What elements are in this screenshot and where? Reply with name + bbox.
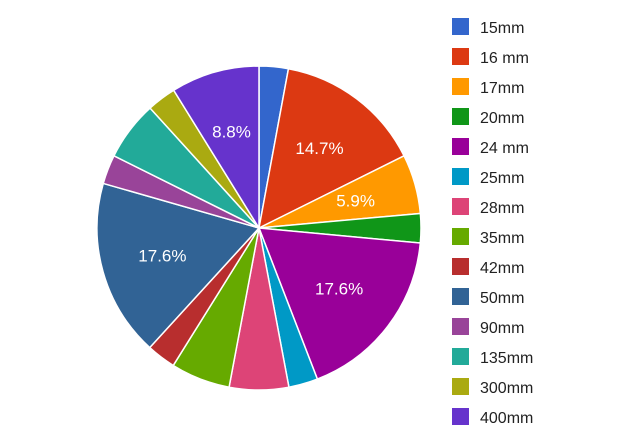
pie-slice-24mm	[257, 227, 422, 381]
legend-swatch	[452, 288, 469, 305]
legend-label: 400mm	[480, 410, 533, 427]
pie-data-label: 17.6%	[315, 280, 363, 299]
legend-item: 17mm	[452, 78, 524, 97]
legend-label: 28mm	[480, 200, 524, 217]
legend-swatch	[452, 168, 469, 185]
legend-label: 17mm	[480, 80, 524, 97]
pie-data-label: 14.7%	[295, 139, 343, 158]
legend-label: 90mm	[480, 320, 524, 337]
pie-data-labels: 14.7% 5.9% 17.6% 17.6% 8.8%	[138, 122, 375, 298]
legend-swatch	[452, 408, 469, 425]
pie-data-label: 8.8%	[212, 122, 251, 141]
legend-label: 20mm	[480, 110, 524, 127]
legend-label: 50mm	[480, 290, 524, 307]
legend-label: 25mm	[480, 170, 524, 187]
legend-swatch	[452, 78, 469, 95]
legend-swatch	[452, 108, 469, 125]
legend: 15mm 16 mm 17mm 20mm 24 mm 25mm 28mm 35mm 42mm 50…	[452, 18, 533, 427]
legend-item: 90mm	[452, 318, 524, 337]
legend-swatch	[452, 48, 469, 65]
legend-item: 400mm	[452, 408, 533, 427]
legend-item: 28mm	[452, 198, 524, 217]
legend-item: 300mm	[452, 378, 533, 397]
legend-item: 20mm	[452, 108, 524, 127]
legend-swatch	[452, 348, 469, 365]
legend-label: 16 mm	[480, 50, 529, 67]
legend-item: 25mm	[452, 168, 524, 187]
legend-label: 15mm	[480, 20, 524, 37]
legend-label: 42mm	[480, 260, 524, 277]
pie-slice-50mm	[96, 182, 261, 349]
legend-item: 24 mm	[452, 138, 529, 157]
legend-item: 15mm	[452, 18, 524, 37]
legend-item: 35mm	[452, 228, 524, 247]
legend-swatch	[452, 258, 469, 275]
pie-data-label: 5.9%	[336, 192, 375, 211]
legend-swatch	[452, 138, 469, 155]
legend-item: 42mm	[452, 258, 524, 277]
legend-swatch	[452, 378, 469, 395]
legend-swatch	[452, 318, 469, 335]
legend-item: 50mm	[452, 288, 524, 307]
pie-slice-16mm	[257, 67, 406, 230]
legend-label: 35mm	[480, 230, 524, 247]
legend-swatch	[452, 198, 469, 215]
legend-item: 135mm	[452, 348, 533, 367]
legend-label: 300mm	[480, 380, 533, 397]
legend-swatch	[452, 18, 469, 35]
legend-item: 16 mm	[452, 48, 529, 67]
legend-label: 24 mm	[480, 140, 529, 157]
legend-label: 135mm	[480, 350, 533, 367]
pie-data-label: 17.6%	[138, 246, 186, 265]
pie-slices	[96, 65, 422, 391]
pie-slice-400mm	[172, 65, 260, 231]
legend-swatch	[452, 228, 469, 245]
